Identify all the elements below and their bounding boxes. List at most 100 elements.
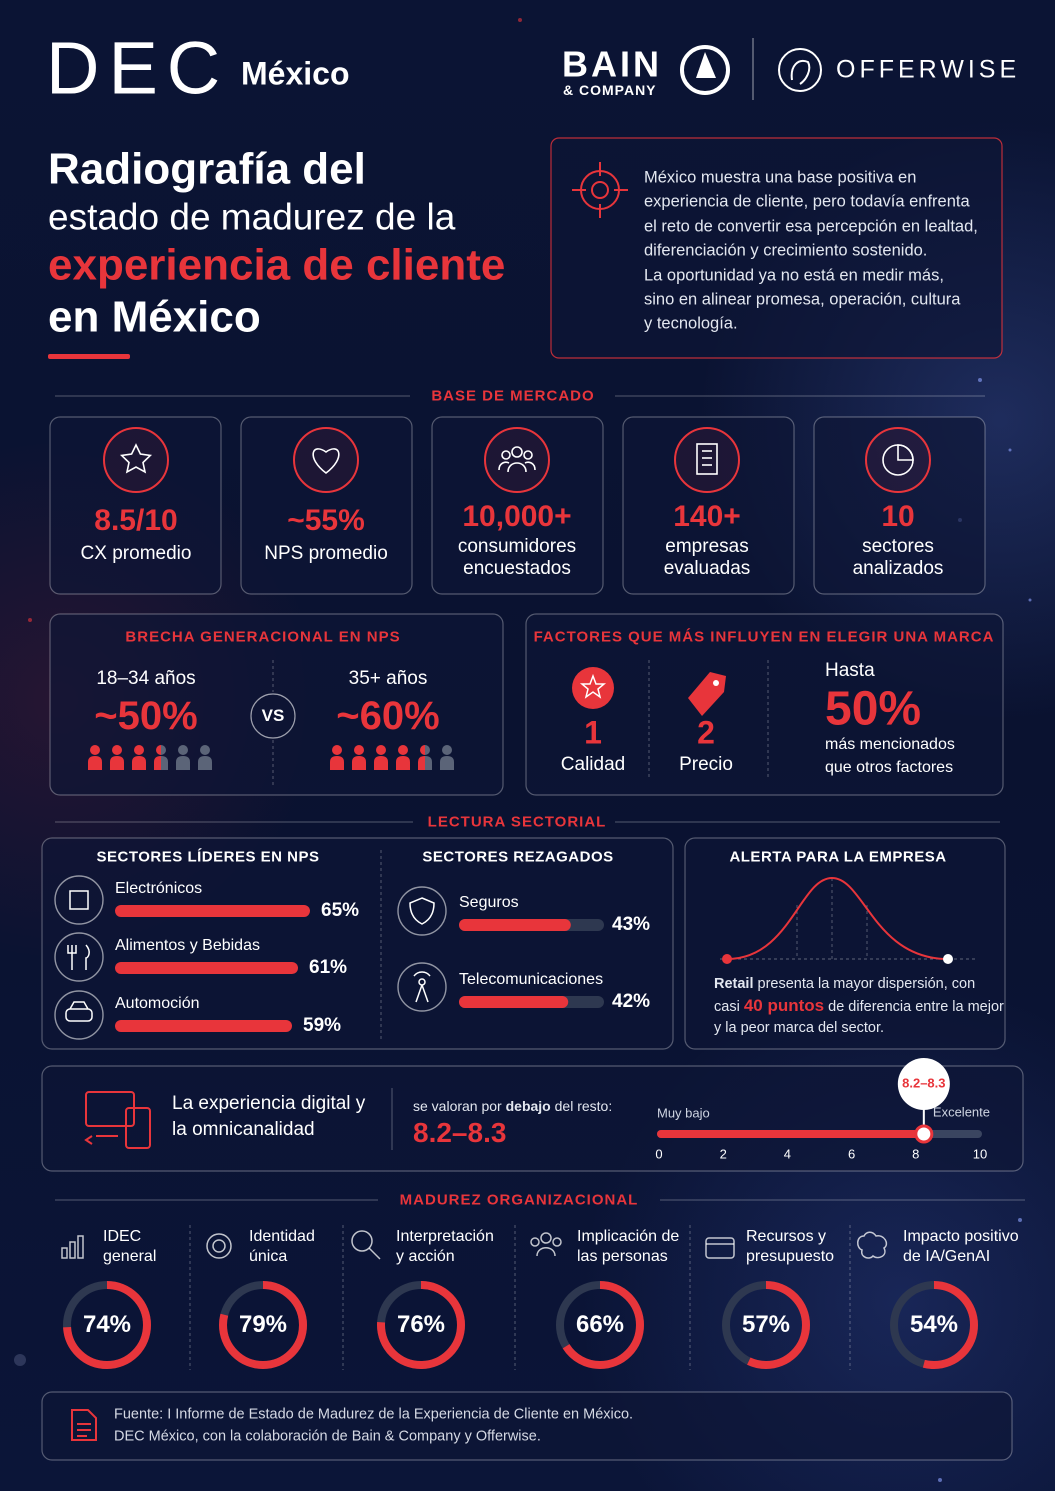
highlight-text: más mencionados xyxy=(825,735,955,753)
digital-title: La experiencia digital y xyxy=(172,1093,366,1115)
stat-label: NPS promedio xyxy=(264,543,388,565)
intro-line: el reto de convertir esa percepción en l… xyxy=(644,217,978,236)
icons xyxy=(409,897,435,925)
donut-value: 57% xyxy=(741,1311,791,1339)
title-line: experiencia de cliente xyxy=(48,240,506,290)
factor-name: Precio xyxy=(679,754,733,776)
maturity-label: presupuesto xyxy=(746,1247,835,1265)
maturity-label: IDEC xyxy=(103,1227,142,1245)
scale-max-label: Excelente xyxy=(932,1104,990,1120)
partner-logo-sub: & COMPANY xyxy=(563,81,657,98)
intro-line: La oportunidad ya no está en medir más, xyxy=(644,266,944,285)
intro-line: México muestra una base positiva en xyxy=(644,168,917,187)
donut-arc xyxy=(219,1281,307,1369)
bar-value: 43% xyxy=(612,914,651,936)
icons xyxy=(524,461,536,471)
donut-arc xyxy=(377,1281,465,1369)
scale-tick-label: 2 xyxy=(719,1146,727,1162)
person-icon xyxy=(440,756,454,770)
icons xyxy=(69,1241,76,1259)
alert-segment: 40 puntos xyxy=(743,996,825,1015)
panels xyxy=(622,416,795,595)
logos xyxy=(778,48,822,92)
stat-value: 10 xyxy=(881,499,915,533)
icons xyxy=(572,667,614,709)
rank: 1 xyxy=(584,714,602,751)
icons xyxy=(368,1247,381,1260)
stat-label: CX promedio xyxy=(80,543,192,565)
panels xyxy=(684,837,1006,1050)
donut-arc xyxy=(556,1281,644,1369)
bar xyxy=(115,1020,292,1032)
icons xyxy=(579,673,607,699)
stars xyxy=(28,618,32,622)
bar xyxy=(115,905,310,917)
icons xyxy=(696,443,718,475)
scale-tick-label: 8 xyxy=(912,1146,920,1162)
icons xyxy=(69,890,89,910)
maturity-label: las personas xyxy=(577,1247,668,1265)
icons xyxy=(418,978,426,986)
person-icon xyxy=(178,745,188,755)
person-icon xyxy=(198,756,212,770)
person-icon xyxy=(376,745,386,755)
panels xyxy=(41,1065,1024,1172)
logos xyxy=(696,52,716,78)
icons xyxy=(397,962,447,1012)
stat-value: 10,000+ xyxy=(462,499,572,533)
stat-label: sectores xyxy=(862,536,934,558)
stat-label: evaluadas xyxy=(663,558,751,580)
panel-heading: FACTORES QUE MÁS INFLUYEN EN ELEGIR UNA … xyxy=(533,628,995,646)
icons xyxy=(591,181,609,199)
intro-line: y tecnología. xyxy=(644,314,738,333)
section-heading: MADUREZ ORGANIZACIONAL xyxy=(399,1191,639,1209)
donut-value: 54% xyxy=(909,1311,959,1339)
stat-value: ~55% xyxy=(287,503,365,537)
maturity-label: y acción xyxy=(396,1247,455,1265)
stars xyxy=(978,378,982,382)
maturity-label: única xyxy=(249,1247,288,1265)
highlight-prefix: Hasta xyxy=(825,660,875,682)
icons xyxy=(415,984,423,1003)
icons xyxy=(189,1225,851,1370)
icons xyxy=(713,680,719,686)
icons xyxy=(552,1237,562,1247)
panels xyxy=(813,416,986,595)
donut-arc xyxy=(890,1281,978,1369)
factor-name: Calidad xyxy=(560,754,626,776)
maturity-label: de IA/GenAI xyxy=(903,1247,991,1265)
icons xyxy=(65,1008,93,1022)
icons xyxy=(796,878,868,959)
icons xyxy=(397,886,447,936)
panels xyxy=(431,416,604,595)
icons xyxy=(523,450,533,460)
maturity-label: Implicación de xyxy=(577,1227,680,1245)
icons xyxy=(85,944,90,970)
source-line: Fuente: I Informe de Estado de Madurez d… xyxy=(114,1406,634,1423)
partner-logo: BAIN xyxy=(562,43,662,85)
stars xyxy=(1028,598,1032,602)
stars xyxy=(1018,1218,1022,1222)
scale-tick-label: 0 xyxy=(655,1146,663,1162)
person-icon xyxy=(154,756,168,770)
alert-segment: presenta la mayor dispersión, con casi xyxy=(714,976,976,1015)
icons xyxy=(71,1409,97,1441)
maturity-label: Impacto positivo xyxy=(903,1227,1019,1245)
person-icon xyxy=(332,745,342,755)
icons xyxy=(206,1233,232,1259)
vs-label: VS xyxy=(261,706,285,726)
icons xyxy=(498,461,510,471)
nps-value: ~50% xyxy=(94,694,198,738)
nps-value: ~60% xyxy=(336,694,440,738)
icons xyxy=(536,1247,556,1257)
bar xyxy=(459,996,569,1008)
icons xyxy=(507,462,527,473)
person-icon xyxy=(90,745,100,755)
icons xyxy=(119,443,153,474)
donut-value: 76% xyxy=(396,1311,446,1339)
person-icon xyxy=(354,745,364,755)
sector-name: Seguros xyxy=(459,893,519,911)
bar-value: 61% xyxy=(309,957,348,979)
person-icon xyxy=(200,745,210,755)
title-underline xyxy=(48,354,130,359)
